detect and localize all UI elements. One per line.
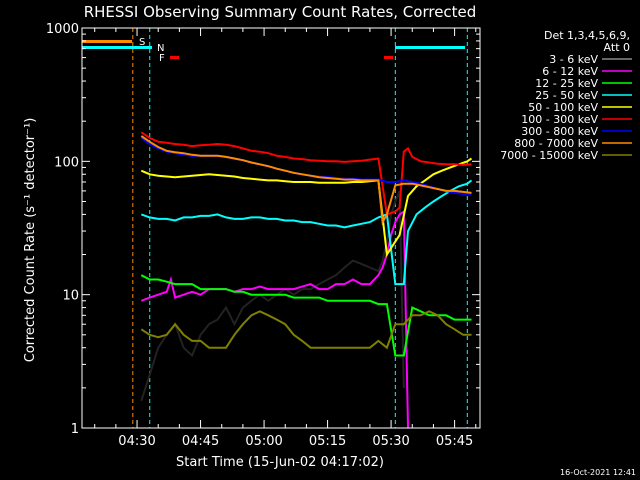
chart-title: RHESSI Observing Summary Count Rates, Co… — [84, 3, 477, 21]
x-tick-label: 04:45 — [182, 434, 219, 449]
legend-label-7: 800 - 7000 keV — [514, 137, 598, 150]
flag-label-night: N — [157, 43, 164, 54]
plot-area — [132, 28, 473, 429]
flag-bar-flare — [170, 56, 179, 59]
flag-bar-night-late — [395, 46, 465, 49]
flag-bar-flare-late — [384, 56, 393, 59]
axes-frame — [81, 27, 481, 429]
series-line-2 — [140, 274, 472, 357]
observing-flags: S N F — [82, 37, 465, 64]
legend-label-5: 100 - 300 keV — [521, 113, 598, 126]
x-tick-label: 05:00 — [245, 434, 282, 449]
legend-label-1: 6 - 12 keV — [542, 65, 598, 78]
legend-label-6: 300 - 800 keV — [521, 125, 598, 138]
x-tick-label: 05:45 — [436, 434, 473, 449]
series-line-8 — [140, 310, 472, 350]
flag-label-saa: S — [139, 37, 145, 48]
legend-label-4: 50 - 100 keV — [528, 101, 598, 114]
footer-timestamp: 16-Oct-2021 12:41 — [560, 468, 636, 477]
x-tick-label: 05:15 — [309, 434, 346, 449]
legend-label-2: 12 - 25 keV — [535, 77, 598, 90]
legend-label-0: 3 - 6 keV — [549, 53, 598, 66]
y-tick-label: 100 — [54, 155, 79, 170]
legend-title-line-1: Det 1,3,4,5,6,9, — [544, 29, 630, 42]
legend-label-3: 25 - 50 keV — [535, 89, 598, 102]
flag-bar-saa — [82, 40, 132, 43]
series-line-1 — [140, 209, 409, 429]
x-tick-label: 05:30 — [372, 434, 409, 449]
flag-bar-night — [82, 46, 152, 49]
series-line-7 — [140, 135, 472, 226]
y-axis-label: Corrected Count Rate (s⁻¹ detector⁻¹) — [23, 118, 38, 363]
x-tick-label: 04:30 — [118, 434, 155, 449]
y-tick-label: 1000 — [46, 22, 79, 37]
flag-label-flare: F — [159, 53, 165, 64]
series-line-5 — [140, 131, 472, 216]
legend-label-8: 7000 - 15000 keV — [500, 149, 598, 162]
legend-title-line-2: Att 0 — [604, 41, 630, 54]
axes: 1 10 100 1000 04:30 04:45 05:00 05:15 05:30 05:45 — [46, 22, 481, 449]
x-axis-label: Start Time (15-Jun-02 04:17:02) — [176, 455, 384, 470]
y-tick-label: 10 — [62, 289, 79, 304]
series-line-3 — [140, 179, 473, 286]
y-tick-label: 1 — [71, 422, 79, 437]
